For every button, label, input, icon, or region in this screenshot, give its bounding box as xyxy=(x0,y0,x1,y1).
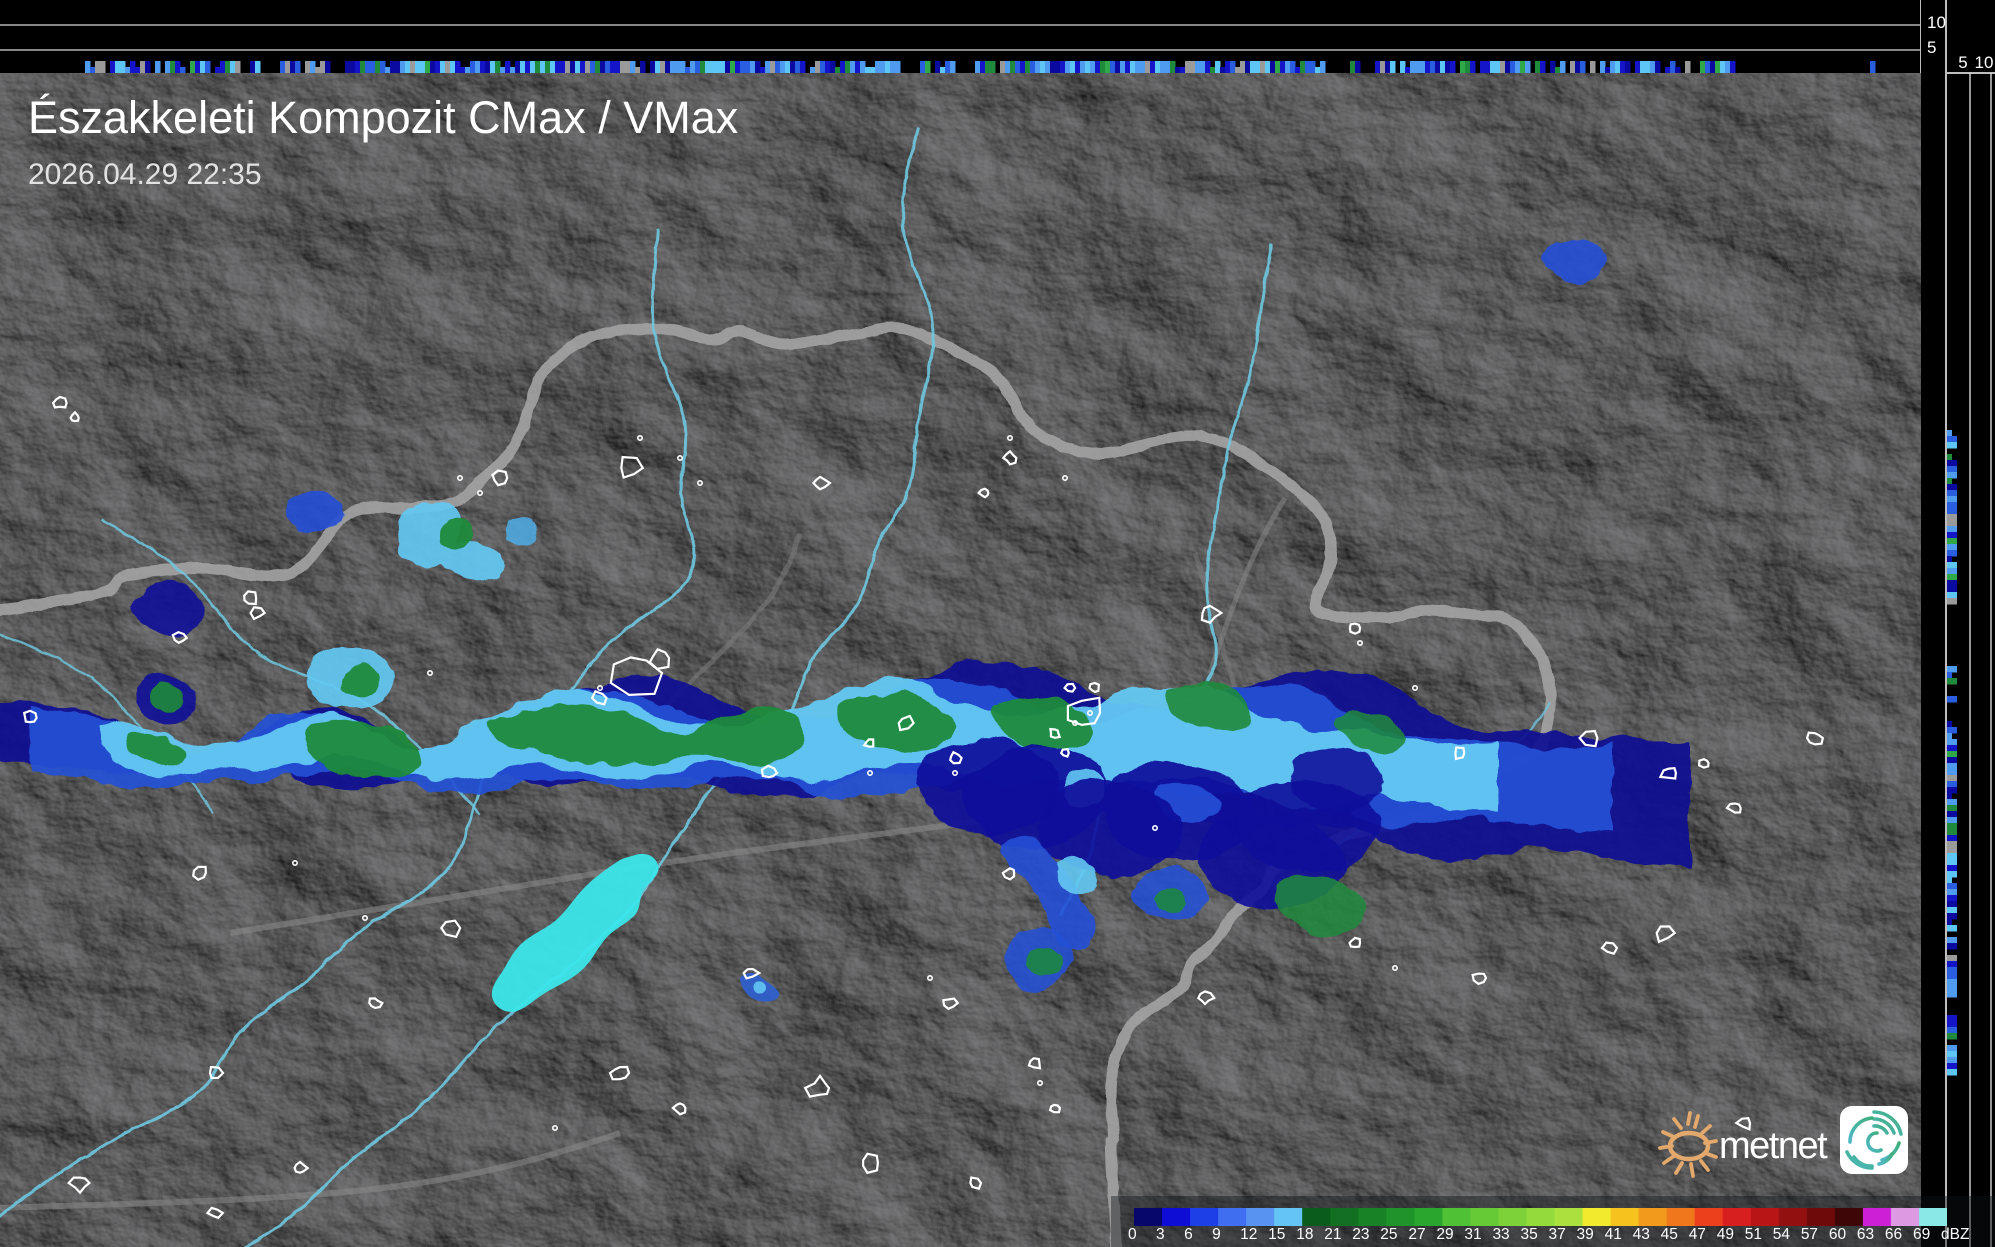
svg-text:10: 10 xyxy=(1975,53,1994,72)
svg-text:metnet: metnet xyxy=(1719,1125,1828,1167)
svg-text:5: 5 xyxy=(1958,53,1967,72)
